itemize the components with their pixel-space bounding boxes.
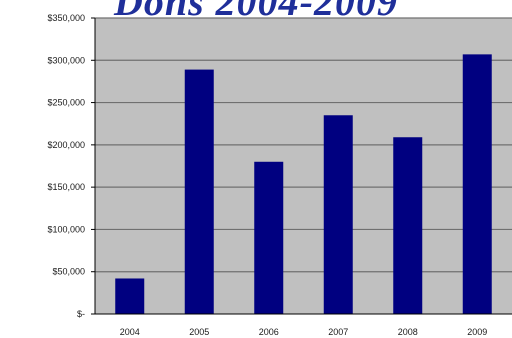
x-tick-label: 2008 (398, 327, 418, 337)
bar-2009 (462, 54, 492, 314)
bar-2008 (393, 137, 423, 314)
x-tick-label: 2005 (189, 327, 209, 337)
x-tick-label: 2006 (259, 327, 279, 337)
y-tick-label: $150,000 (47, 182, 85, 192)
x-tick-label: 2007 (328, 327, 348, 337)
y-tick-label: $250,000 (47, 98, 85, 108)
x-tick-label: 2009 (467, 327, 487, 337)
chart-title: Dons 2004-2009 (113, 0, 399, 24)
y-tick-label: $200,000 (47, 140, 85, 150)
y-tick-label: $300,000 (47, 55, 85, 65)
y-tick-label: $50,000 (52, 267, 85, 277)
bar-2005 (184, 69, 214, 315)
y-tick-label: $- (77, 309, 85, 319)
bar-2007 (323, 115, 353, 314)
x-tick-label: 2004 (120, 327, 140, 337)
bar-2006 (254, 161, 284, 314)
plot-area (95, 18, 512, 314)
bar-2004 (115, 278, 145, 314)
y-tick-label: $100,000 (47, 224, 85, 234)
y-tick-label: $350,000 (47, 13, 85, 23)
